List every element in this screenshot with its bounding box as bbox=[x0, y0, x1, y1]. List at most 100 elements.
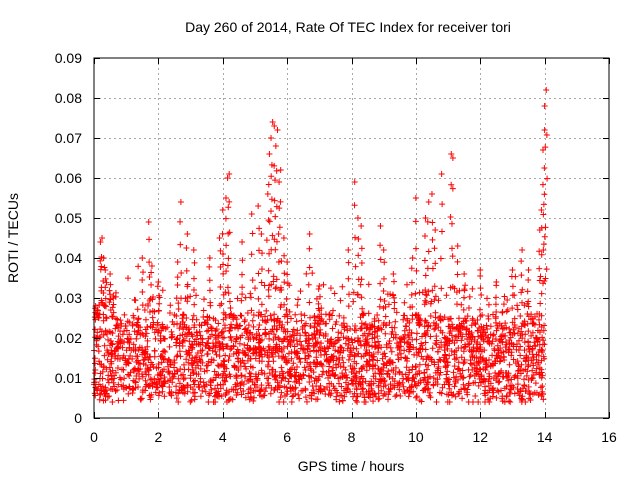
data-point bbox=[244, 310, 251, 317]
data-point bbox=[258, 367, 265, 374]
data-point bbox=[502, 320, 509, 327]
data-point bbox=[316, 344, 323, 351]
data-point bbox=[150, 319, 157, 326]
data-point bbox=[175, 375, 182, 382]
data-point bbox=[543, 87, 550, 93]
data-point bbox=[275, 335, 282, 342]
data-point bbox=[534, 335, 541, 342]
x-tick-label: 0 bbox=[90, 429, 98, 445]
data-point bbox=[460, 294, 467, 301]
data-point bbox=[351, 390, 358, 397]
data-point bbox=[144, 337, 151, 344]
data-point bbox=[102, 284, 109, 291]
data-point bbox=[525, 338, 532, 345]
data-point bbox=[253, 330, 260, 337]
data-point bbox=[380, 275, 387, 282]
data-point bbox=[139, 387, 146, 394]
data-point bbox=[156, 300, 163, 307]
data-point bbox=[460, 348, 467, 355]
data-point bbox=[519, 393, 526, 400]
data-point bbox=[342, 366, 349, 373]
data-point bbox=[505, 377, 512, 384]
data-point bbox=[496, 370, 503, 377]
data-point bbox=[308, 367, 315, 374]
data-point bbox=[270, 316, 277, 323]
data-point bbox=[344, 345, 351, 352]
data-point bbox=[335, 360, 342, 367]
data-point bbox=[378, 344, 385, 351]
data-point bbox=[482, 361, 489, 368]
data-point bbox=[281, 279, 288, 286]
data-point bbox=[448, 220, 455, 227]
data-point bbox=[443, 355, 450, 362]
data-point bbox=[126, 339, 133, 346]
data-point bbox=[271, 197, 278, 204]
data-point bbox=[397, 392, 404, 399]
x-axis-tick-labels: 0 2 4 6 8 10 12 14 16 bbox=[90, 429, 617, 445]
data-point bbox=[306, 245, 313, 252]
data-point bbox=[124, 318, 131, 325]
data-point bbox=[490, 385, 497, 392]
data-point bbox=[381, 259, 388, 266]
data-point bbox=[236, 340, 243, 347]
data-point bbox=[543, 266, 550, 273]
data-point bbox=[158, 327, 165, 334]
data-point bbox=[168, 334, 175, 341]
data-point bbox=[180, 361, 187, 368]
data-point bbox=[381, 297, 388, 304]
data-point bbox=[227, 346, 234, 353]
data-point bbox=[99, 235, 106, 241]
data-point bbox=[292, 350, 299, 357]
y-tick-label: 0.07 bbox=[55, 130, 82, 146]
data-point bbox=[114, 340, 121, 347]
data-point bbox=[255, 270, 262, 277]
data-point bbox=[518, 289, 525, 296]
data-point bbox=[388, 324, 395, 331]
data-point bbox=[448, 348, 455, 355]
data-point bbox=[152, 335, 159, 342]
data-point bbox=[508, 376, 515, 383]
data-point bbox=[116, 356, 123, 363]
data-point bbox=[182, 331, 189, 338]
data-point bbox=[375, 349, 382, 356]
data-point bbox=[162, 378, 169, 385]
data-point bbox=[448, 392, 455, 399]
data-point bbox=[226, 171, 233, 177]
data-point bbox=[531, 339, 538, 346]
data-point bbox=[469, 399, 476, 405]
data-point bbox=[284, 313, 291, 320]
data-point bbox=[442, 335, 449, 342]
data-point bbox=[290, 386, 297, 393]
data-point bbox=[458, 386, 465, 393]
data-point bbox=[274, 326, 281, 333]
data-point bbox=[102, 314, 109, 321]
data-point bbox=[400, 383, 407, 390]
data-point bbox=[506, 398, 513, 405]
data-point bbox=[392, 331, 399, 338]
data-point bbox=[293, 318, 300, 325]
data-point bbox=[323, 320, 330, 327]
data-point bbox=[174, 281, 181, 288]
data-point bbox=[139, 276, 146, 283]
data-point bbox=[281, 383, 288, 390]
data-point bbox=[102, 327, 109, 334]
data-point bbox=[432, 314, 439, 321]
data-point bbox=[297, 288, 304, 295]
data-point bbox=[266, 343, 273, 350]
data-point bbox=[518, 328, 525, 335]
data-point bbox=[424, 218, 431, 225]
data-point bbox=[298, 311, 305, 318]
data-point bbox=[442, 363, 449, 370]
data-point bbox=[226, 229, 233, 236]
data-point bbox=[319, 362, 326, 369]
data-point bbox=[429, 265, 436, 272]
data-point bbox=[175, 399, 182, 405]
data-point bbox=[235, 325, 242, 332]
data-point bbox=[354, 393, 361, 400]
data-point bbox=[505, 370, 512, 377]
data-point bbox=[321, 385, 328, 392]
data-point bbox=[422, 297, 429, 304]
data-point bbox=[419, 342, 426, 349]
data-point bbox=[276, 322, 283, 329]
data-point bbox=[454, 243, 461, 249]
